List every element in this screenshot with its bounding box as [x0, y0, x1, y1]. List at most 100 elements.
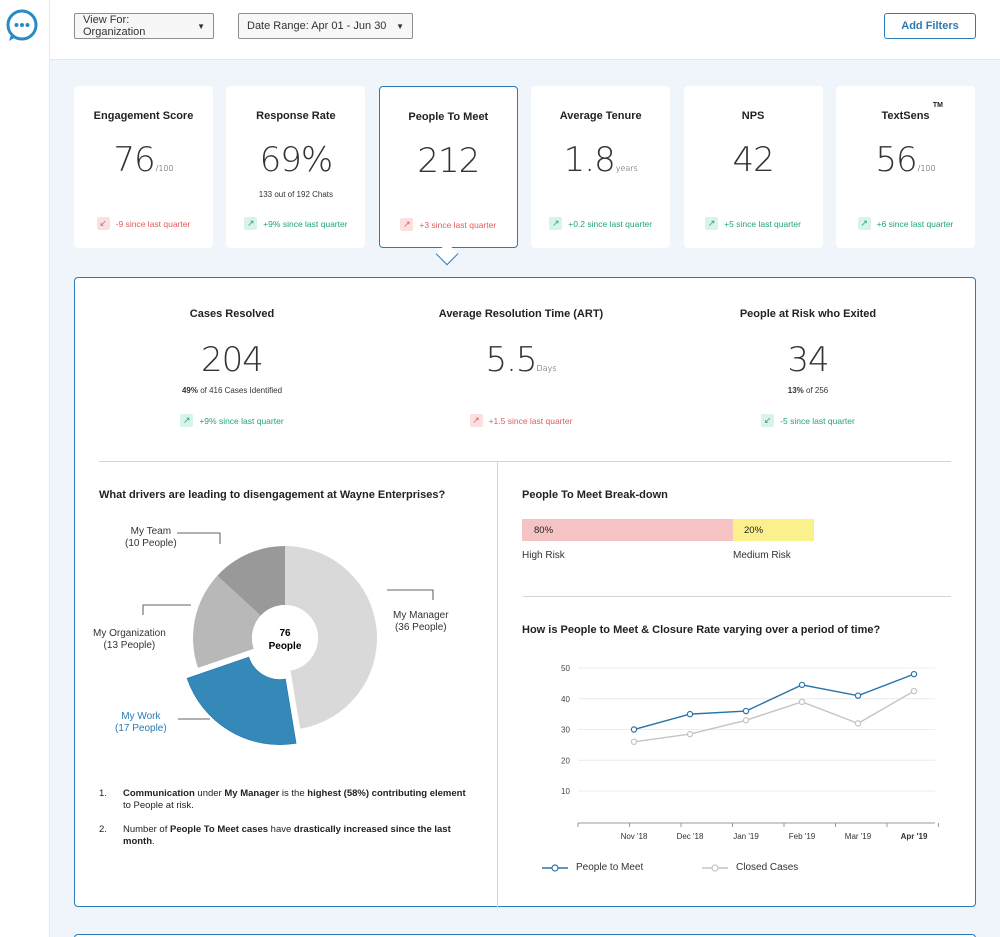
dashboard-main: Engagement Score 76/100 ↙ -9 since last qua… — [50, 60, 1000, 937]
donut-label-count: (10 People) — [125, 538, 177, 549]
kpi-unit: /100 — [155, 164, 174, 173]
caret-down-icon: ▼ — [396, 21, 404, 31]
kpi-title: TextSens — [881, 110, 930, 122]
data-point[interactable] — [742, 707, 750, 715]
note-fragment: is the — [279, 788, 308, 799]
y-tick-label: 20 — [561, 756, 570, 765]
kpi-delta: ↙ -9 since last quarter — [74, 217, 213, 230]
kpi-delta: ↗ +0.2 since last quarter — [531, 217, 670, 230]
caret-down-icon: ▼ — [197, 21, 205, 31]
metric-value-wrap: 34 — [678, 340, 938, 380]
chat-bubble-icon[interactable] — [5, 8, 39, 42]
kpi-delta-text: -9 since last quarter — [115, 218, 191, 229]
series-line-people-to-meet — [633, 673, 915, 731]
donut-label-name: My Team — [130, 526, 172, 537]
data-point[interactable] — [854, 692, 862, 699]
note-emphasis: People To Meet cases — [170, 824, 269, 835]
kpi-value-wrap: 212 — [380, 141, 517, 181]
note-emphasis: drastically increased since the last mon… — [123, 824, 451, 847]
kpi-value-wrap: 56/100 — [836, 140, 975, 180]
data-point[interactable] — [798, 681, 806, 689]
donut-label-name: My Organization — [93, 628, 166, 639]
kpi-card-engagement-score[interactable]: Engagement Score 76/100 ↙ -9 since last qua… — [74, 86, 213, 248]
kpi-card-people-to-meet[interactable]: People To Meet 212 ↗ +3 since last quarter — [378, 86, 518, 248]
x-tick-label: Nov '18 — [621, 832, 648, 841]
note-emphasis: Communication — [123, 788, 195, 799]
filter-bar: View For: Organization ▼ Date Range: Apr… — [50, 0, 1000, 60]
data-point[interactable] — [854, 720, 862, 727]
legend-closed-cases[interactable]: Closed Cases — [702, 862, 798, 873]
kpi-delta: ↗ +6 since last quarter — [836, 217, 975, 230]
kpi-card-nps[interactable]: NPS 42 ↗ +5 since last quarter — [683, 86, 823, 248]
metric-title: Average Resolution Time (ART) — [438, 308, 604, 320]
view-for-select[interactable]: View For: Organization ▼ — [74, 13, 214, 39]
kpi-value-wrap: 1.8years — [531, 140, 670, 180]
kpi-card-textsens[interactable]: TextSens TM 56/100 ↗ +6 since last quarter — [836, 86, 975, 248]
donut-slice-my-manager[interactable] — [285, 546, 378, 729]
metric-value-wrap: 5.5Days — [391, 340, 651, 380]
next-panel-edge — [74, 934, 976, 937]
metric-delta: ↗ +1.5 since last quarter — [391, 414, 651, 427]
note-fragment: to People at risk. — [123, 800, 194, 811]
legend-people-to-meet[interactable]: People to Meet — [542, 862, 643, 873]
donut-label-count: (17 People) — [115, 723, 167, 734]
high-risk-segment[interactable]: 80% — [522, 519, 733, 541]
insight-note: 2. Number of People To Meet cases have dr… — [99, 824, 469, 848]
donut-slice-my-organization[interactable] — [193, 575, 261, 668]
insight-notes: 1. Communication under My Manager is the … — [99, 788, 469, 860]
metric-value: 34 — [787, 340, 829, 380]
legend-label: Closed Cases — [736, 862, 799, 873]
metric-title: Cases Resolved — [189, 308, 275, 320]
legend-line-grey-icon — [702, 863, 728, 872]
metric-average-resolution-time-art: Average Resolution Time (ART) 5.5Days ↗ +1.… — [391, 308, 651, 427]
donut-label-my-team: My Team (10 People) — [125, 526, 177, 550]
donut-slice-my-work[interactable] — [186, 656, 297, 745]
kpi-delta: ↗ +5 since last quarter — [684, 217, 823, 230]
arrow-up-right-icon: ↗ — [180, 414, 194, 427]
kpi-card-average-tenure[interactable]: Average Tenure 1.8years ↗ +0.2 since last q… — [531, 86, 671, 248]
donut-label-name: My Manager — [393, 610, 449, 621]
metric-sub: of 416 Cases Identified — [197, 386, 283, 395]
donut-label-my-manager: My Manager (36 People) — [393, 610, 449, 634]
people-to-meet-detail-panel: Cases Resolved 204 49% of 416 Cases Identi… — [74, 277, 976, 907]
kpi-card-response-rate[interactable]: Response Rate 69% 133 out of 192 Chats ↗ +9%… — [226, 86, 366, 248]
donut-slice-my-team[interactable] — [217, 546, 285, 616]
trademark-mark: TM — [932, 102, 943, 109]
metric-sub-bold: 13% — [787, 386, 804, 395]
add-filters-button[interactable]: Add Filters — [884, 13, 976, 39]
data-point[interactable] — [630, 726, 638, 733]
data-point[interactable] — [742, 717, 750, 724]
y-tick-label: 30 — [561, 726, 570, 735]
data-point[interactable] — [798, 698, 806, 706]
data-point[interactable] — [686, 710, 694, 718]
data-point[interactable] — [630, 738, 638, 746]
kpi-title: Average Tenure — [559, 110, 642, 122]
metric-subtext: 49% of 416 Cases Identified — [102, 386, 362, 396]
donut-center-label: People — [269, 641, 302, 652]
kpi-value: 56 — [875, 140, 917, 180]
arrow-up-right-icon: ↗ — [705, 217, 719, 230]
metric-sub-bold: 49% — [181, 386, 198, 395]
kpi-value: 76 — [113, 140, 155, 180]
breakdown-title: People To Meet Break-down — [522, 489, 668, 501]
medium-risk-segment[interactable]: 20% — [733, 519, 814, 541]
metric-title: People at Risk who Exited — [739, 308, 877, 320]
note-fragment: have — [268, 824, 294, 835]
metric-value-wrap: 204 — [102, 340, 362, 380]
metric-people-at-risk-who-exited: People at Risk who Exited 34 13% of 256 ↙ -5… — [678, 308, 938, 427]
medium-risk-label: Medium Risk — [733, 550, 791, 561]
drivers-title: What drivers are leading to disengagemen… — [99, 489, 446, 501]
data-point[interactable] — [910, 687, 918, 695]
kpi-value-wrap: 42 — [684, 140, 823, 180]
date-range-select[interactable]: Date Range: Apr 01 - Jun 30 ▼ — [238, 13, 413, 39]
insight-note: 1. Communication under My Manager is the … — [99, 788, 469, 812]
data-point[interactable] — [686, 730, 694, 738]
metric-unit: Days — [536, 364, 557, 373]
data-point[interactable] — [910, 670, 918, 678]
y-tick-label: 50 — [561, 664, 570, 673]
x-tick-label: Apr '19 — [901, 832, 928, 841]
kpi-delta-text: +3 since last quarter — [419, 219, 497, 230]
risk-breakdown-bar: 80% 20% — [522, 519, 814, 541]
metric-sub: of 256 — [803, 386, 829, 395]
donut-leader-lines — [142, 532, 434, 720]
